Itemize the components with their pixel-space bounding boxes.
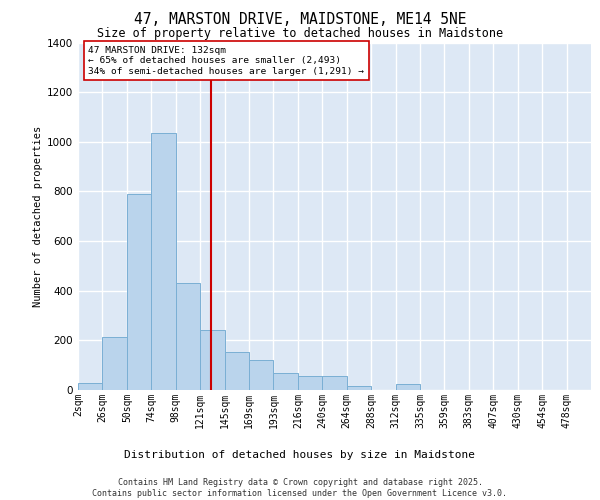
- Bar: [127, 194, 151, 390]
- Bar: [176, 284, 200, 390]
- Y-axis label: Number of detached properties: Number of detached properties: [33, 126, 43, 307]
- Bar: [395, 384, 420, 390]
- Bar: [249, 360, 274, 390]
- Bar: [322, 376, 347, 390]
- Text: 47 MARSTON DRIVE: 132sqm
← 65% of detached houses are smaller (2,493)
34% of sem: 47 MARSTON DRIVE: 132sqm ← 65% of detach…: [88, 46, 364, 76]
- Bar: [224, 352, 249, 390]
- Bar: [151, 133, 176, 390]
- Bar: [298, 376, 322, 390]
- Text: 47, MARSTON DRIVE, MAIDSTONE, ME14 5NE: 47, MARSTON DRIVE, MAIDSTONE, ME14 5NE: [134, 12, 466, 28]
- Text: Distribution of detached houses by size in Maidstone: Distribution of detached houses by size …: [125, 450, 476, 460]
- Bar: [347, 386, 371, 390]
- Text: Contains HM Land Registry data © Crown copyright and database right 2025.
Contai: Contains HM Land Registry data © Crown c…: [92, 478, 508, 498]
- Bar: [200, 330, 224, 390]
- Bar: [103, 336, 127, 390]
- Bar: [274, 372, 298, 390]
- Text: Size of property relative to detached houses in Maidstone: Size of property relative to detached ho…: [97, 28, 503, 40]
- Bar: [78, 382, 103, 390]
